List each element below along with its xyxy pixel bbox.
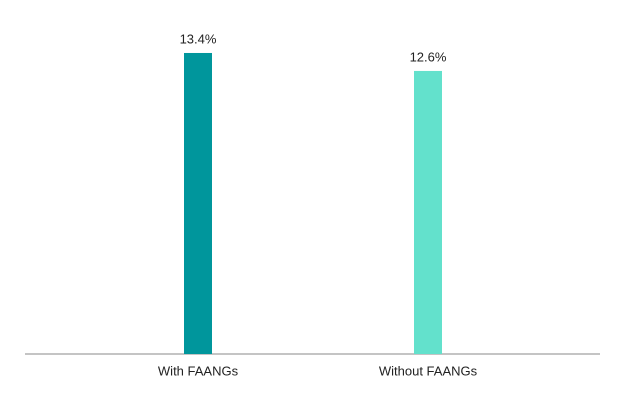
value-label: 12.6% [410, 49, 447, 64]
x-tick-label: With FAANGs [158, 363, 239, 378]
bar [184, 52, 212, 354]
value-label: 13.4% [180, 31, 217, 46]
x-tick-label: Without FAANGs [379, 363, 478, 378]
bar [414, 70, 442, 354]
